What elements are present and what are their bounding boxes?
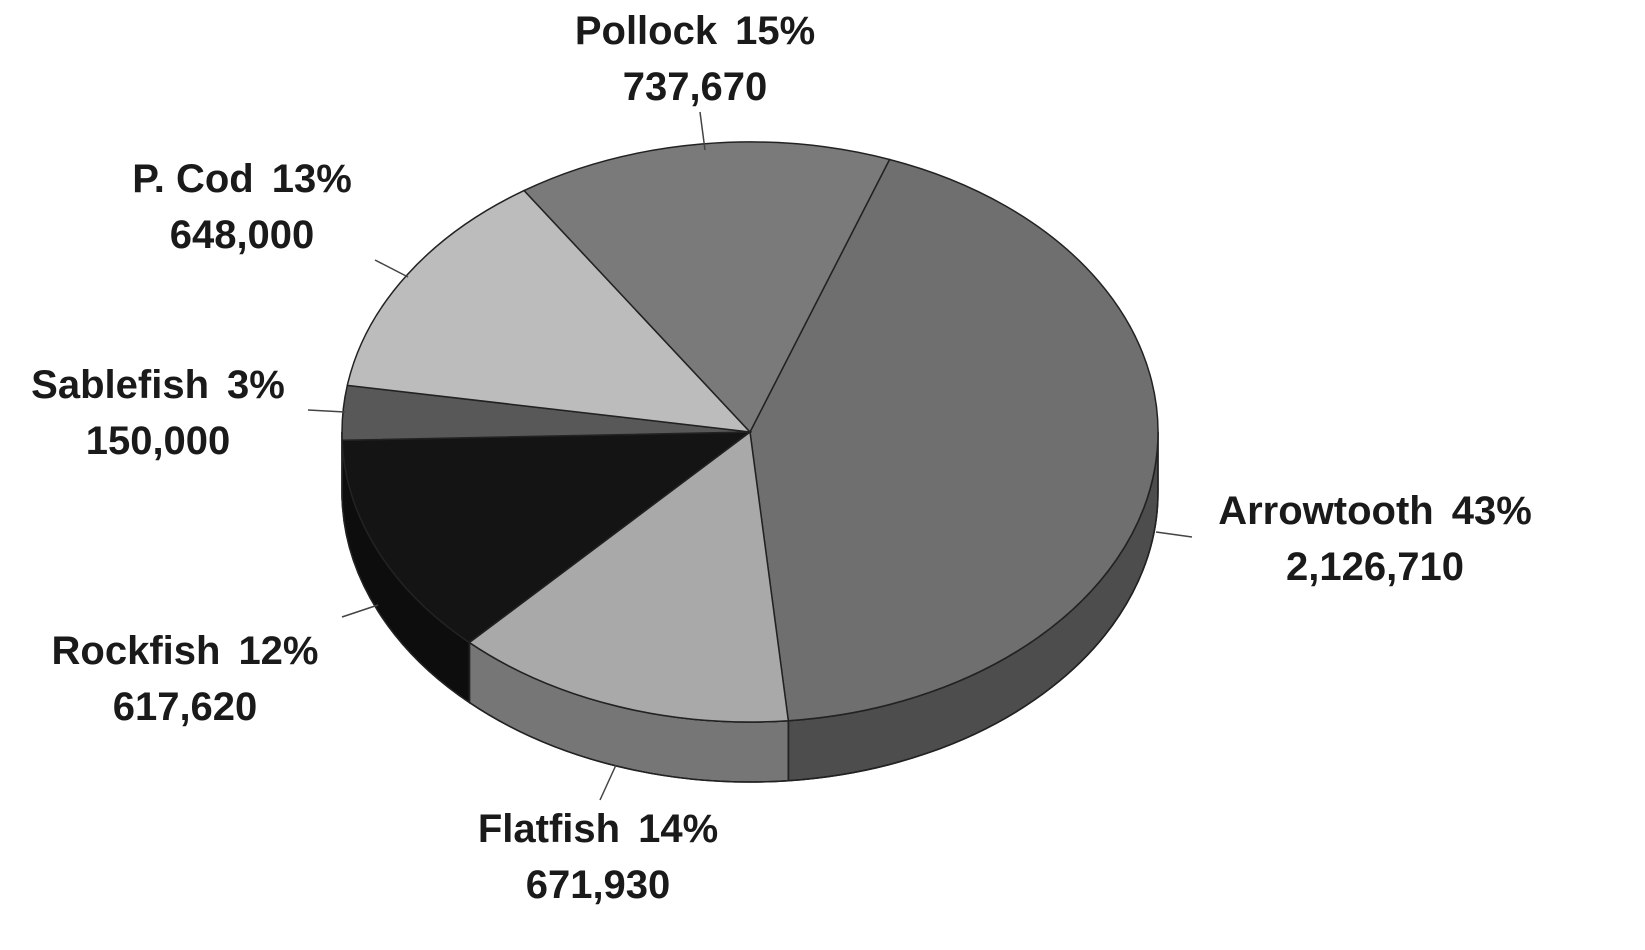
slice-name: Arrowtooth	[1218, 489, 1434, 533]
slice-label: P. Cod 13%	[132, 157, 352, 201]
leader-line	[341, 604, 379, 618]
slice-percent: 14%	[638, 807, 718, 851]
slice	[749, 158, 1159, 722]
leader-line	[1155, 531, 1193, 538]
slice-value: 2,126,710	[1286, 545, 1464, 589]
slice-label: Rockfish 12%	[52, 629, 319, 673]
slice-percent: 13%	[272, 157, 352, 201]
slice	[468, 430, 790, 723]
slice-label: Arrowtooth 43%	[1218, 489, 1532, 533]
slice-percent: 43%	[1452, 489, 1532, 533]
slice	[341, 431, 753, 644]
slice-value: 617,620	[113, 685, 258, 729]
slice-value: 150,000	[86, 419, 231, 463]
slice-name: Pollock	[575, 9, 718, 53]
slice	[346, 189, 752, 433]
leader-line	[307, 409, 346, 413]
leader-line	[374, 259, 409, 278]
slice-name: Flatfish	[478, 807, 620, 851]
slice-label: Flatfish 14%	[478, 807, 718, 851]
leader-line	[699, 111, 706, 151]
slice-value: 671,930	[526, 863, 671, 907]
slice-name: P. Cod	[132, 157, 254, 201]
slice-percent: 12%	[238, 629, 318, 673]
slice-value: 737,670	[623, 65, 768, 109]
slice	[522, 141, 891, 434]
slice-label: Pollock 15%	[575, 9, 815, 53]
slice-value: 648,000	[170, 213, 315, 257]
leader-line	[599, 764, 617, 801]
slice-percent: 15%	[735, 9, 815, 53]
slice-percent: 3%	[227, 363, 285, 407]
slice-name: Sablefish	[31, 363, 209, 407]
slice-label: Sablefish 3%	[31, 363, 285, 407]
slice-name: Rockfish	[52, 629, 221, 673]
